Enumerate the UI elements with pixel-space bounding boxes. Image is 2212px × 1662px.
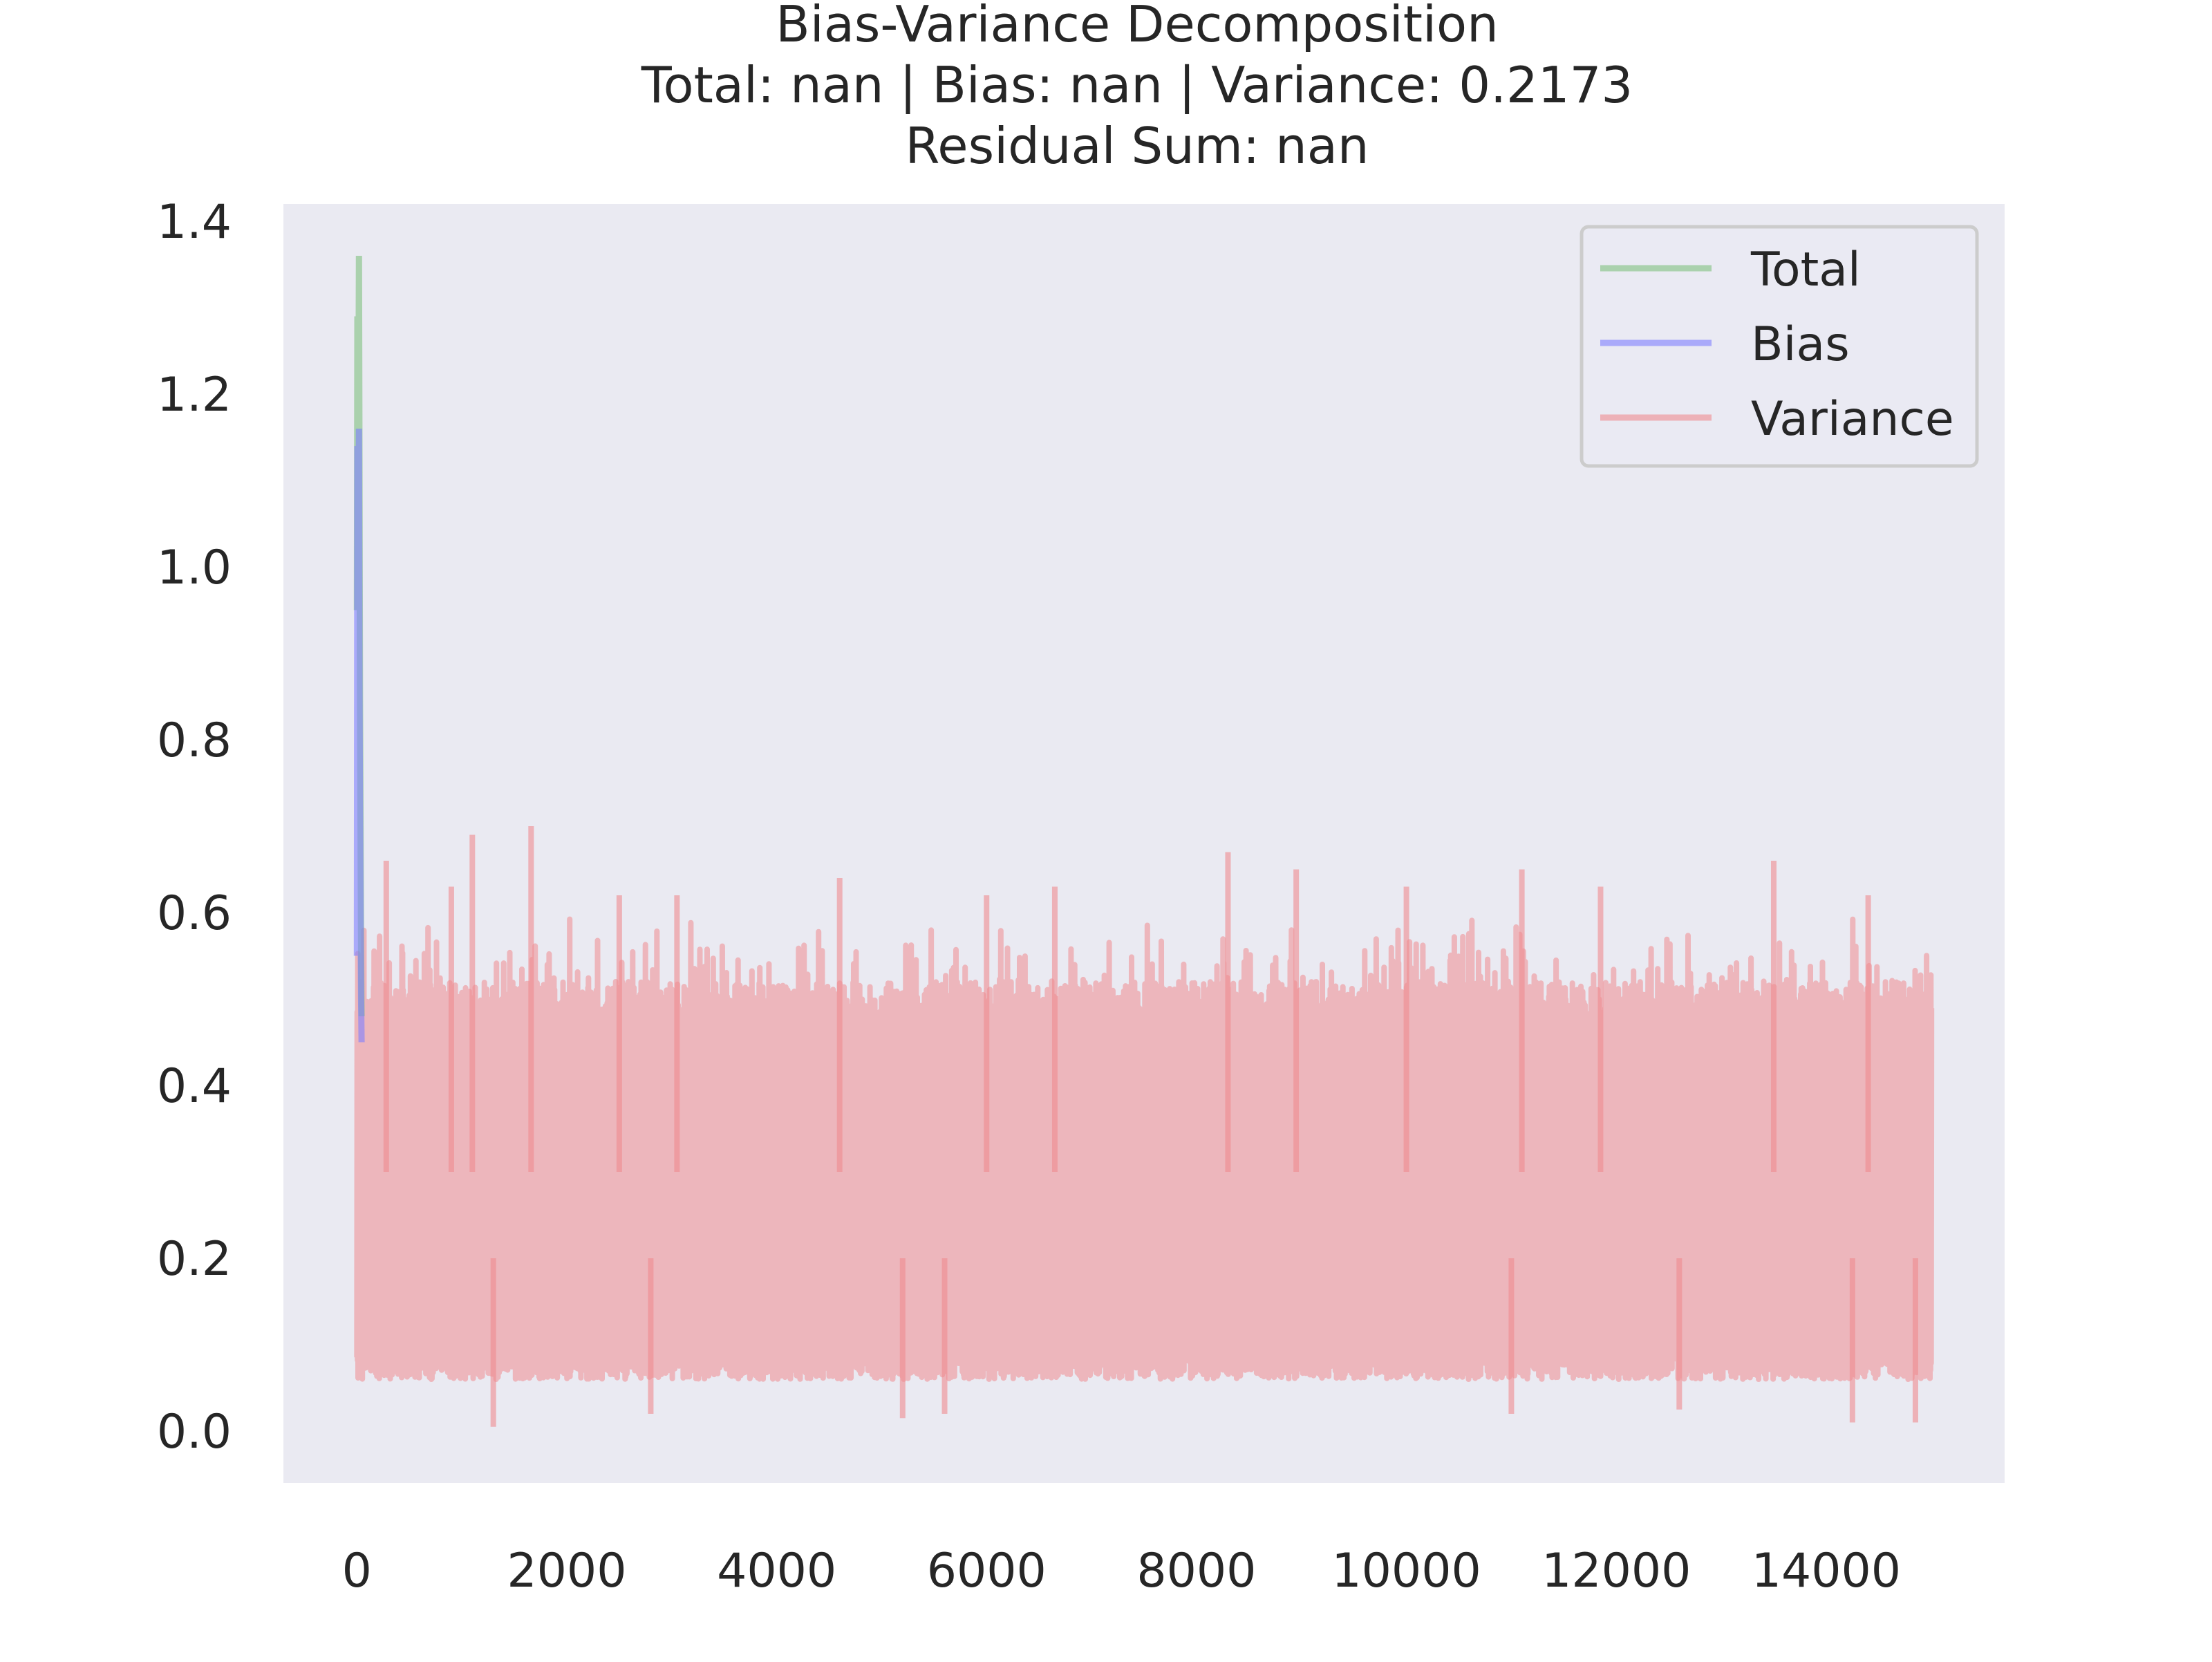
legend: Total Bias Variance xyxy=(1580,225,1979,468)
x-tick-label: 4000 xyxy=(717,1544,836,1598)
chart-subtitle-metrics: Total: nan | Bias: nan | Variance: 0.217… xyxy=(641,56,1633,115)
x-tick-label: 0 xyxy=(342,1544,372,1598)
y-tick-label: 0.4 xyxy=(157,1059,232,1114)
y-tick-label: 0.0 xyxy=(157,1405,232,1459)
x-tick-label: 14000 xyxy=(1752,1544,1901,1598)
y-tick-label: 0.2 xyxy=(157,1232,232,1287)
chart-subtitle-residual: Residual Sum: nan xyxy=(906,117,1369,175)
x-axis-ticks: 0 2000 4000 6000 8000 10000 12000 14000 xyxy=(342,1544,1901,1598)
chart-title: Bias-Variance Decomposition xyxy=(776,0,1498,53)
series-line-bias xyxy=(353,428,365,1043)
y-tick-label: 1.0 xyxy=(157,541,232,595)
y-tick-label: 1.4 xyxy=(157,195,232,250)
y-axis-ticks: 0.0 0.2 0.4 0.6 0.8 1.0 1.2 1.4 xyxy=(157,195,232,1459)
y-tick-label: 0.8 xyxy=(157,713,232,768)
x-tick-label: 8000 xyxy=(1136,1544,1256,1598)
x-tick-label: 2000 xyxy=(507,1544,626,1598)
y-tick-label: 0.6 xyxy=(157,886,232,941)
y-tick-label: 1.2 xyxy=(157,368,232,422)
legend-frame xyxy=(1580,225,1979,468)
x-tick-label: 6000 xyxy=(927,1544,1047,1598)
x-tick-label: 10000 xyxy=(1331,1544,1481,1598)
legend-label-bias: Bias xyxy=(1751,317,1850,372)
legend-label-total: Total xyxy=(1750,243,1861,297)
legend-label-variance: Variance xyxy=(1751,392,1954,447)
x-tick-label: 12000 xyxy=(1541,1544,1691,1598)
series-layer xyxy=(353,255,1935,1427)
